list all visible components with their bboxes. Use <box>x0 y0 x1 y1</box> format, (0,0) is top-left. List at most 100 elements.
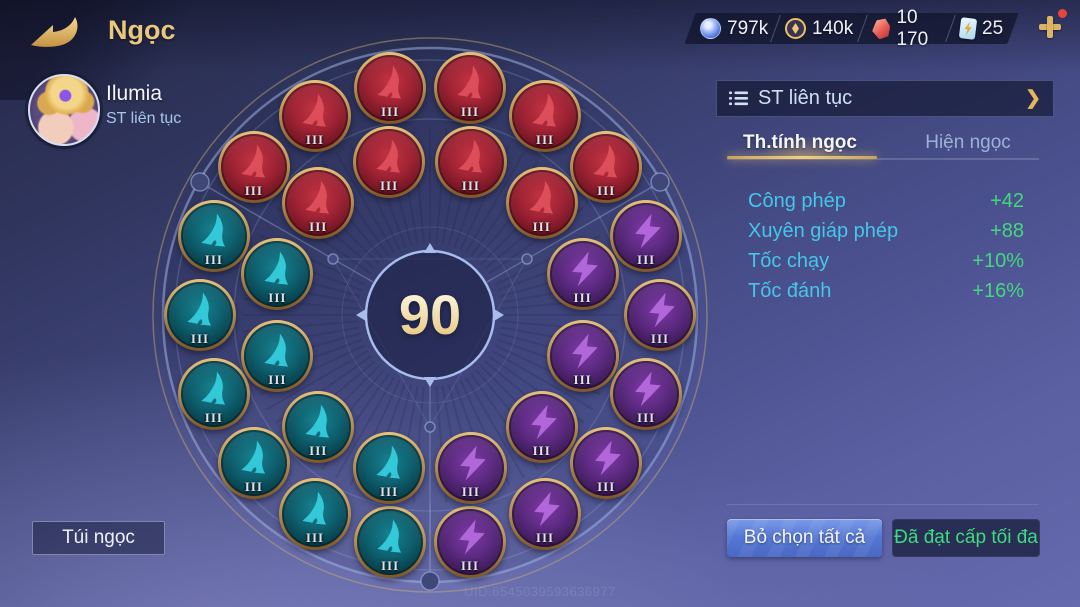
rune-level: III <box>461 178 480 194</box>
rune-level: III <box>535 131 555 147</box>
stat-value: +16% <box>972 279 1024 302</box>
rune-gem-purple[interactable]: III <box>547 238 619 310</box>
rune-gem-purple[interactable]: III <box>610 358 682 430</box>
stat-row: Xuyên giáp phép +88 <box>748 216 1024 246</box>
rune-gem-purple[interactable]: III <box>624 279 696 351</box>
rune-gem-purple[interactable]: III <box>509 478 581 550</box>
rune-gem-purple[interactable]: III <box>435 432 507 504</box>
coin-icon <box>785 18 806 39</box>
rune-gem-red[interactable]: III <box>570 131 642 203</box>
gem-icon <box>871 18 891 40</box>
rune-level: III <box>380 483 399 499</box>
rune-bag-button[interactable]: Túi ngọc <box>32 521 165 555</box>
rune-gem-red[interactable]: III <box>353 126 425 198</box>
rune-gem-red[interactable]: III <box>354 52 426 124</box>
rune-level: III <box>461 483 480 499</box>
rune-gem-purple[interactable]: III <box>547 320 619 392</box>
rune-level: III <box>532 442 551 458</box>
rune-level: III <box>637 252 656 268</box>
rune-gem-red[interactable]: III <box>218 131 290 203</box>
currency-rune-card[interactable]: 25 <box>950 13 1013 44</box>
currency-value: 140k <box>812 17 854 39</box>
notification-dot <box>1058 9 1067 18</box>
rune-gem-red[interactable]: III <box>506 167 578 239</box>
rune-level: III <box>204 409 223 425</box>
rune-level: III <box>380 104 400 120</box>
rune-level: III <box>460 557 480 573</box>
rune-gem-teal[interactable]: III <box>241 320 313 392</box>
rune-gem-red[interactable]: III <box>509 80 581 152</box>
build-selector-label: ST liên tục <box>758 87 853 109</box>
card-icon <box>958 17 978 40</box>
currency-value: 25 <box>982 17 1004 39</box>
currency-bar: 797k 140k 10 170 25 <box>684 7 1019 50</box>
page-title: Ngọc <box>108 15 176 45</box>
rune-level: III <box>573 371 592 387</box>
stat-value: +88 <box>990 219 1024 242</box>
build-selector-bar[interactable]: ST liên tục ❯ <box>716 80 1054 117</box>
rune-gem-red[interactable]: III <box>434 52 506 124</box>
stat-label: Tốc đánh <box>748 279 832 302</box>
stat-value: +42 <box>990 189 1024 212</box>
rune-gem-purple[interactable]: III <box>434 506 506 578</box>
tab-show-runes[interactable]: Hiện ngọc <box>925 132 1011 153</box>
back-button[interactable] <box>28 14 86 50</box>
tab-active-underline <box>727 156 877 159</box>
rune-level: III <box>532 219 551 235</box>
rune-level: III <box>573 290 592 306</box>
rune-level: III <box>244 478 263 494</box>
currency-gold-coin[interactable]: 140k <box>775 13 862 44</box>
panel-divider <box>727 504 1039 505</box>
rune-total-level: 90 <box>370 277 490 353</box>
rune-level: III <box>460 104 480 120</box>
uid-watermark: UID:6545039593636977 <box>464 584 616 599</box>
list-icon <box>729 91 748 106</box>
stat-label: Công phép <box>748 189 846 212</box>
rune-gem-teal[interactable]: III <box>354 506 426 578</box>
rune-gem-red[interactable]: III <box>282 167 354 239</box>
back-swoosh-icon <box>31 17 78 47</box>
rune-gem-teal[interactable]: III <box>241 238 313 310</box>
rune-level: III <box>305 131 325 147</box>
stat-value: +10% <box>972 249 1024 272</box>
hero-build-label: ST liên tục <box>106 110 182 127</box>
rune-level: III <box>305 530 325 546</box>
stat-row: Tốc chạy +10% <box>748 246 1024 276</box>
rune-level: III <box>380 178 399 194</box>
rune-gem-red[interactable]: III <box>435 126 507 198</box>
stat-row: Công phép +42 <box>748 186 1024 216</box>
max-level-button[interactable]: Đã đạt cấp tối đa <box>892 519 1040 557</box>
rune-level: III <box>268 371 287 387</box>
rune-gem-purple[interactable]: III <box>610 200 682 272</box>
hero-avatar[interactable] <box>28 74 100 146</box>
currency-blue-orb[interactable]: 797k <box>690 13 775 44</box>
tab-underline <box>727 158 1039 160</box>
rune-gem-teal[interactable]: III <box>218 427 290 499</box>
stat-label: Tốc chạy <box>748 249 830 272</box>
rune-level: III <box>637 409 656 425</box>
currency-red-gem[interactable]: 10 170 <box>862 7 950 50</box>
rune-gem-teal[interactable]: III <box>353 432 425 504</box>
rune-gem-teal[interactable]: III <box>282 391 354 463</box>
rune-level: III <box>268 290 287 306</box>
rune-level: III <box>597 183 616 199</box>
tab-rune-stats[interactable]: Th.tính ngọc <box>743 132 857 153</box>
rune-gem-purple[interactable]: III <box>506 391 578 463</box>
currency-value: 797k <box>727 17 769 39</box>
rune-gem-teal[interactable]: III <box>164 279 236 351</box>
rune-level: III <box>309 219 328 235</box>
hero-name: Ilumia <box>106 82 163 105</box>
deselect-all-button[interactable]: Bỏ chọn tất cả <box>727 519 882 557</box>
rune-stats-list: Công phép +42 Xuyên giáp phép +88 Tốc ch… <box>748 186 1024 306</box>
rune-gem-teal[interactable]: III <box>279 478 351 550</box>
add-currency-button[interactable] <box>1034 9 1067 43</box>
rune-gem-teal[interactable]: III <box>178 358 250 430</box>
stat-row: Tốc đánh +16% <box>748 276 1024 306</box>
rune-level: III <box>597 478 616 494</box>
rune-gem-teal[interactable]: III <box>178 200 250 272</box>
rune-gem-purple[interactable]: III <box>570 427 642 499</box>
stat-label: Xuyên giáp phép <box>748 219 899 242</box>
rune-level: III <box>650 331 670 346</box>
rune-gem-red[interactable]: III <box>279 80 351 152</box>
